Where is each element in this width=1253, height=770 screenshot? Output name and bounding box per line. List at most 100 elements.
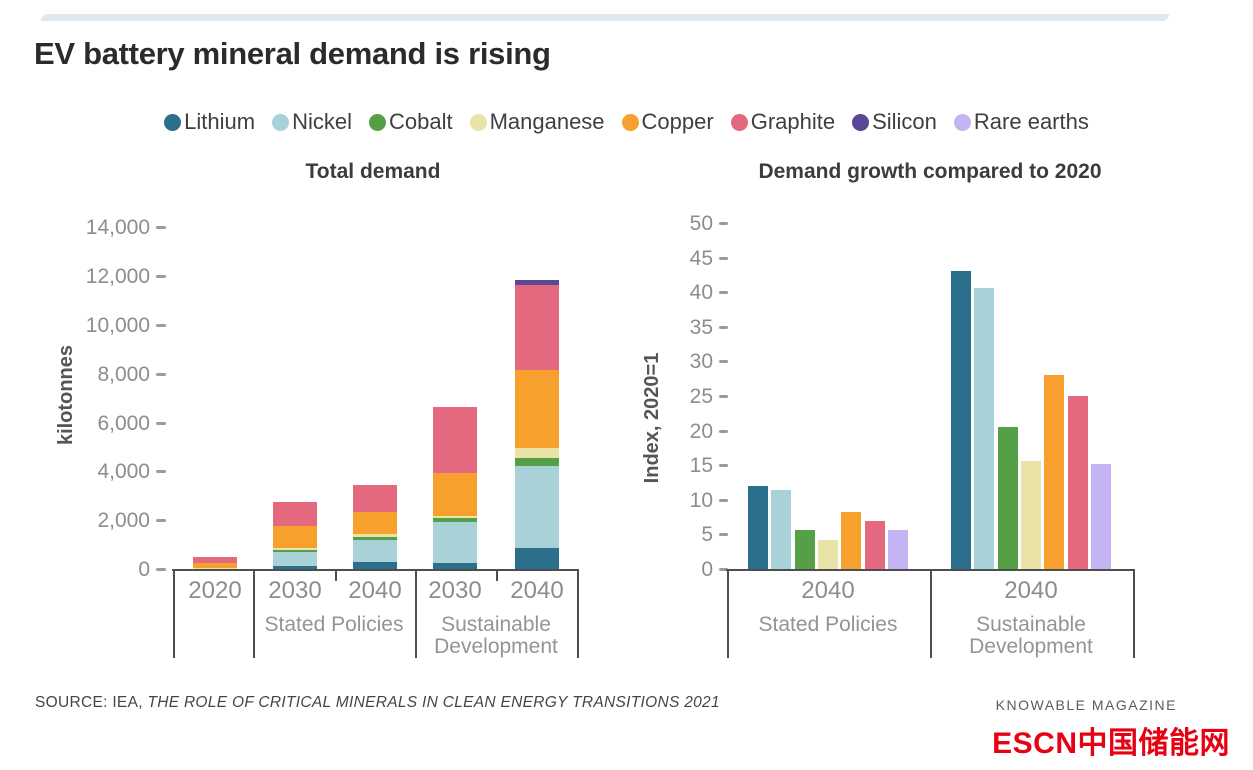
legend-item-copper: Copper: [621, 109, 714, 135]
x-year-label: 2040: [510, 577, 564, 604]
scenario-label: Stated Policies: [758, 613, 898, 636]
bar-segment-silicon: [515, 279, 559, 285]
bar-segment-lithium: [353, 561, 397, 570]
legend-swatch-lithium-icon: [164, 113, 182, 131]
legend-swatch-copper-icon: [621, 113, 639, 131]
y-tick-mark: [719, 464, 728, 468]
axis-group-divider: [1133, 570, 1135, 658]
legend-label: Graphite: [750, 109, 836, 134]
scenario-label: Sustainable Development: [434, 613, 558, 658]
bar-segment-graphite: [193, 556, 237, 563]
bar-segment-manganese: [273, 548, 317, 550]
legend-swatch-graphite-icon: [730, 113, 748, 131]
source-prefix: SOURCE: IEA,: [35, 694, 148, 711]
x-year-label: 2040: [801, 577, 855, 604]
year-separator-tick: [335, 570, 337, 581]
bar-segment-cobalt: [515, 457, 559, 467]
bar-segment-graphite: [273, 501, 317, 527]
legend-label: Copper: [641, 109, 714, 134]
y-tick-label: 12,000: [85, 265, 150, 289]
y-tick-mark: [156, 226, 166, 230]
legend-item-rare-earths: Rare earths: [953, 109, 1089, 135]
scenario-label: Sustainable Development: [969, 613, 1093, 658]
y-tick-mark: [156, 470, 166, 474]
legend-label: Rare earths: [973, 109, 1089, 134]
source-report-title: THE ROLE OF CRITICAL MINERALS IN CLEAN E…: [147, 694, 680, 711]
y-tick-label: 5: [701, 523, 713, 547]
bar-segment-cobalt: [433, 517, 477, 523]
y-tick-label: 20: [689, 419, 713, 443]
bar-segment-manganese: [515, 448, 559, 458]
legend: Lithium Nickel Cobalt Manganese Copper G…: [0, 109, 1253, 135]
bar-segment-copper: [273, 526, 317, 549]
source-year: 2021: [679, 694, 720, 711]
bar-lithium: [951, 271, 972, 570]
legend-label: Lithium: [184, 109, 256, 134]
y-tick-label: 14,000: [85, 216, 150, 240]
page-title: EV battery mineral demand is rising: [34, 36, 551, 71]
axis-group-divider: [930, 570, 932, 658]
bar-nickel: [771, 489, 792, 570]
y-tick-mark: [156, 568, 166, 571]
bar-cobalt: [794, 529, 815, 570]
x-axis-line: [172, 569, 579, 571]
bar-lithium: [748, 485, 769, 570]
y-tick-label: 10,000: [85, 314, 150, 337]
y-tick-label: 40: [689, 281, 713, 305]
legend-swatch-manganese-icon: [469, 113, 487, 131]
y-tick-mark: [719, 568, 728, 571]
bar-segment-cobalt: [353, 536, 397, 540]
y-tick-mark: [719, 533, 728, 537]
y-tick-mark: [156, 372, 166, 376]
y-tick-label: 2,000: [97, 509, 150, 533]
bar-rare-earths: [1090, 464, 1111, 570]
y-tick-mark: [719, 325, 728, 329]
y-tick-mark: [719, 429, 728, 433]
y-tick-label: 8,000: [97, 362, 150, 386]
y-tick-label: 0: [138, 558, 150, 581]
bar-manganese: [1021, 461, 1041, 570]
axis-group-divider: [727, 570, 729, 658]
axis-group-divider: [415, 570, 417, 658]
x-year-label: 2040: [1004, 577, 1058, 604]
bar-segment-graphite: [433, 406, 477, 473]
y-tick-mark: [719, 360, 728, 364]
y-tick-label: 0: [701, 558, 713, 581]
bar-segment-copper: [433, 472, 477, 516]
accent-strip: [39, 14, 1171, 21]
axis-group-divider: [173, 570, 175, 658]
chart-title: Total demand: [305, 160, 441, 183]
x-year-label: 2020: [188, 577, 242, 604]
bar-segment-nickel: [353, 539, 397, 562]
bar-segment-lithium: [515, 548, 559, 570]
legend-item-nickel: Nickel: [272, 109, 352, 135]
bar-segment-nickel: [273, 552, 317, 567]
bar-segment-lithium: [273, 566, 317, 570]
legend-label: Nickel: [292, 109, 352, 134]
bar-manganese: [818, 539, 838, 570]
legend-item-silicon: Silicon: [852, 109, 937, 135]
legend-item-graphite: Graphite: [730, 109, 836, 135]
bar-segment-nickel: [193, 568, 237, 570]
y-tick-label: 30: [689, 350, 713, 374]
y-tick-label: 45: [689, 246, 713, 270]
y-tick-mark: [156, 421, 166, 425]
bar-nickel: [974, 288, 995, 570]
y-tick-mark: [719, 395, 728, 398]
y-tick-label: 25: [689, 385, 713, 408]
bar-segment-lithium: [433, 562, 477, 570]
y-tick-mark: [156, 519, 166, 523]
source-credit: SOURCE: IEA, THE ROLE OF CRITICAL MINERA…: [35, 694, 720, 712]
legend-item-lithium: Lithium: [164, 109, 255, 135]
scenario-label: Stated Policies: [264, 613, 404, 636]
y-tick-mark: [156, 275, 166, 279]
legend-swatch-cobalt-icon: [368, 113, 386, 131]
bar-segment-manganese: [353, 533, 397, 537]
y-tick-label: 15: [689, 454, 713, 478]
legend-swatch-rare-earths-icon: [953, 113, 971, 131]
bar-segment-nickel: [515, 466, 559, 549]
x-year-label: 2030: [268, 577, 322, 604]
y-tick-mark: [719, 222, 728, 225]
bar-graphite: [864, 520, 885, 570]
bar-segment-graphite: [353, 484, 397, 512]
